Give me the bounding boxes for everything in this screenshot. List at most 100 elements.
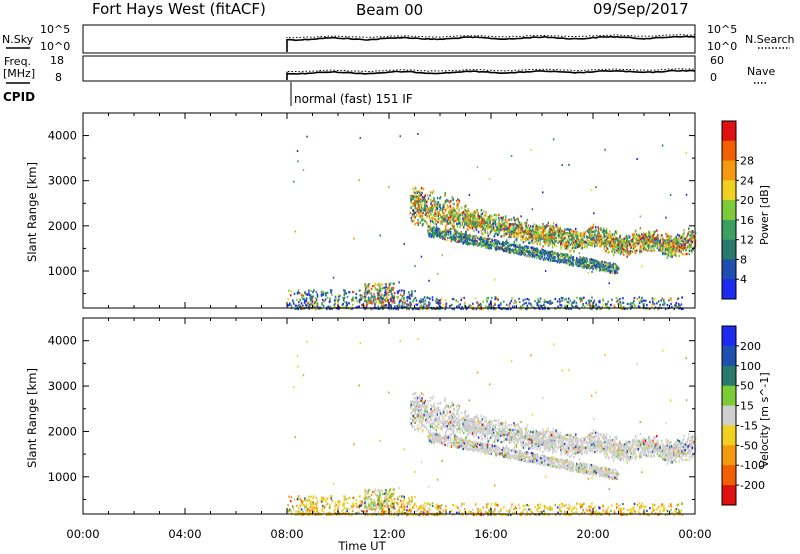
scatter-cell [677,242,679,245]
scatter-cell [646,240,649,243]
scatter-cell [415,200,417,204]
scatter-cell [691,237,693,240]
scatter-cell [614,266,616,269]
scatter-cell [526,298,528,301]
scatter-cell [416,307,419,310]
scatter-cell [423,208,425,211]
scatter-cell [398,281,400,284]
scatter-cell [501,307,504,310]
scatter-cell [517,232,519,236]
scatter-cell [566,262,568,265]
scatter-cell [561,242,564,245]
scatter-cell [667,248,669,251]
scatter-cell [591,260,594,263]
scatter-cell [505,228,508,231]
scatter-cell [539,297,542,300]
scatter-cell [477,236,480,239]
scatter-cell [391,295,394,298]
scatter-cell [443,230,446,233]
scatter-cell [553,251,556,254]
scatter-cell [533,231,535,235]
scatter-cell [489,225,492,228]
scatter-cell [684,243,686,246]
scatter-cell [485,225,488,228]
scatter-cell [479,226,481,229]
scatter-cell [671,240,673,244]
scatter-cell [567,297,570,300]
scatter-cell [649,307,651,310]
scatter-cell [619,244,622,247]
scatter-cell [547,241,550,244]
scatter-cell [480,219,483,223]
scatter-cell [487,224,490,227]
scatter-cell [576,262,578,265]
scatter-cell [661,144,664,147]
scatter-cell [442,207,444,210]
scatter-cell [579,257,582,260]
scatter-cell [395,308,398,311]
scatter-cell [624,244,627,247]
scatter-cell [608,236,610,240]
scatter-cell [537,240,539,243]
scatter-cell [512,230,514,234]
scatter-cell [418,208,421,211]
scatter-cell [449,200,452,203]
scatter-cell [433,204,436,207]
scatter-cell [645,299,647,302]
scatter-cell [669,193,672,196]
scatter-cell [465,215,468,218]
scatter-cell [467,237,469,240]
scatter-cell [437,211,439,214]
scatter-cell [593,260,595,263]
scatter-cell [631,305,634,308]
scatter-cell [342,299,345,302]
scatter-cell [453,308,455,311]
scatter-cell [560,260,562,263]
scatter-cell [337,295,340,298]
scatter-cell [682,234,684,238]
scatter-cell [416,203,418,206]
scatter-cell [563,256,566,259]
scatter-cell [396,306,399,309]
scatter-cell [373,301,375,304]
scatter-cell [443,202,446,205]
scatter-cell [364,300,366,303]
scatter-cell [365,290,367,294]
scatter-cell [424,299,427,302]
scatter-cell [446,204,449,207]
scatter-cell [298,304,301,308]
scatter-cell [476,166,479,169]
scatter-cell [461,306,463,309]
scatter-cell [643,231,645,234]
scatter-cell [308,305,310,308]
scatter-cell [453,238,456,242]
scatter-cell [448,201,451,204]
scatter-cell [588,240,590,243]
scatter-cell [461,223,464,226]
scatter-cell [645,505,647,508]
scatter-cell [670,299,673,302]
scatter-cell [464,208,466,212]
scatter-cell [384,304,386,307]
scatter-cell [491,224,494,227]
scatter-cell [443,205,445,208]
scatter-cell [535,227,538,231]
scatter-cell [543,238,546,241]
scatter-cell [595,186,597,189]
scatter-cell [542,225,544,228]
scatter-cell [487,247,490,250]
scatter-cell [391,499,393,502]
scatter-cell [559,258,561,261]
scatter-cell [494,229,497,232]
scatter-cell [671,245,673,248]
scatter-cell [570,248,572,252]
scatter-cell [538,234,540,237]
scatter-cell [435,206,438,210]
scatter-cell [428,303,430,307]
scatter-cell [437,228,440,231]
scatter-cell [390,299,392,302]
scatter-cell [595,234,598,238]
scatter-cell [690,230,692,234]
y-tick-label: 1000 [48,264,77,278]
scatter-cell [441,234,443,237]
